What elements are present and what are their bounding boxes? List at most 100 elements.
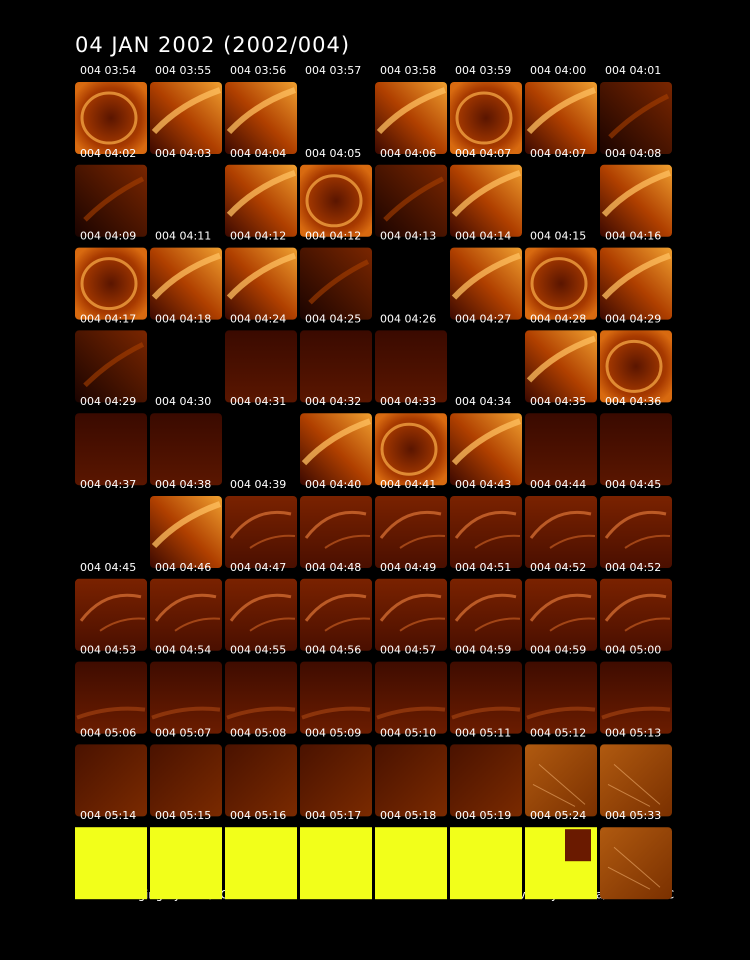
tile-label: 004 04:36 xyxy=(605,395,661,408)
thumbnail xyxy=(150,661,222,734)
auroral-arc xyxy=(474,617,521,632)
image xyxy=(150,413,222,486)
image xyxy=(225,744,297,817)
tile-label: 004 04:47 xyxy=(230,561,286,574)
tile-label: 004 04:35 xyxy=(530,395,586,408)
image xyxy=(525,661,597,734)
image xyxy=(450,578,522,651)
auroral-arc xyxy=(324,617,371,632)
image xyxy=(525,744,597,817)
image xyxy=(150,661,222,734)
tile-label: 004 04:51 xyxy=(455,561,511,574)
tile-label: 004 04:11 xyxy=(155,230,211,243)
thumbnail xyxy=(375,744,447,817)
image xyxy=(525,82,597,154)
thumbnail xyxy=(600,496,672,568)
tile-label: 004 04:14 xyxy=(455,230,511,243)
image xyxy=(600,247,672,320)
thumbnail xyxy=(150,827,222,900)
tile-label: 004 04:30 xyxy=(155,395,211,408)
thumbnail xyxy=(525,661,597,734)
thumbnail xyxy=(300,827,372,900)
thumbnail xyxy=(75,413,147,486)
image xyxy=(450,413,522,486)
auroral-arc xyxy=(451,418,521,466)
tile-label: 004 04:57 xyxy=(380,644,436,657)
image xyxy=(375,827,447,900)
tile-label: 004 05:13 xyxy=(605,726,661,739)
image xyxy=(150,827,222,900)
auroral-arc xyxy=(604,593,667,622)
tile-label: 004 04:03 xyxy=(155,147,211,160)
thumbnail xyxy=(525,496,597,568)
auroral-arc xyxy=(601,252,671,300)
image xyxy=(600,744,672,817)
tile-label: 004 04:54 xyxy=(155,644,211,657)
tile-label: 004 04:55 xyxy=(230,644,286,657)
thumbnail xyxy=(450,82,522,154)
thumbnail xyxy=(75,164,147,237)
tile-label: 004 05:16 xyxy=(230,809,286,822)
image xyxy=(600,827,672,900)
thumbnail xyxy=(450,827,522,900)
auroral-arc xyxy=(226,87,296,135)
auroral-arc xyxy=(226,169,296,217)
tile-label: 004 04:31 xyxy=(230,395,286,408)
thumbnail xyxy=(375,164,447,237)
thumbnail xyxy=(600,82,672,154)
thumbnail xyxy=(75,827,147,900)
tile-label: 004 03:54 xyxy=(80,64,136,77)
tile-label: 004 04:52 xyxy=(530,561,586,574)
thumbnail xyxy=(75,82,147,154)
image xyxy=(600,164,672,237)
auroral-arc xyxy=(549,534,596,549)
image xyxy=(75,413,147,486)
auroral-arc xyxy=(304,593,367,622)
auroral-arc xyxy=(229,593,292,622)
auroral-arc xyxy=(454,510,517,539)
thumbnail xyxy=(600,330,672,403)
tile-label: 004 03:55 xyxy=(155,64,211,77)
thumbnail xyxy=(150,496,222,568)
thumbnail xyxy=(75,247,147,320)
image xyxy=(150,247,222,320)
tile-label: 004 03:59 xyxy=(455,64,511,77)
auroral-arc xyxy=(151,501,221,549)
image xyxy=(150,578,222,651)
tile-label: 004 04:52 xyxy=(605,561,661,574)
auroral-arc xyxy=(154,593,217,622)
image xyxy=(375,744,447,817)
auroral-oval xyxy=(80,257,138,311)
thumbnail xyxy=(600,827,672,900)
auroral-arc xyxy=(601,169,671,217)
tile-label: 004 05:33 xyxy=(605,809,661,822)
auroral-oval xyxy=(80,91,138,145)
image xyxy=(600,578,672,651)
thumbnail xyxy=(450,661,522,734)
noise-streak xyxy=(607,764,661,807)
auroral-arc xyxy=(151,87,221,135)
thumbnail xyxy=(75,330,147,403)
thumbnail xyxy=(375,413,447,486)
auroral-arc xyxy=(383,176,445,222)
image xyxy=(450,744,522,817)
thumbnail xyxy=(150,744,222,817)
image xyxy=(525,330,597,403)
image xyxy=(225,578,297,651)
tile-label: 004 04:45 xyxy=(80,561,136,574)
auroral-arc xyxy=(529,593,592,622)
thumbnail xyxy=(75,661,147,734)
image xyxy=(225,82,297,154)
auroral-arc xyxy=(301,418,371,466)
auroral-arc xyxy=(399,534,446,549)
thumbnail xyxy=(600,164,672,237)
image xyxy=(450,661,522,734)
image xyxy=(300,496,372,568)
image xyxy=(150,744,222,817)
tile-label: 004 05:09 xyxy=(305,726,361,739)
tile-label: 004 04:09 xyxy=(80,230,136,243)
auroral-band xyxy=(526,706,596,720)
tile-label: 004 03:56 xyxy=(230,64,286,77)
auroral-arc xyxy=(451,169,521,217)
thumbnail xyxy=(375,496,447,568)
